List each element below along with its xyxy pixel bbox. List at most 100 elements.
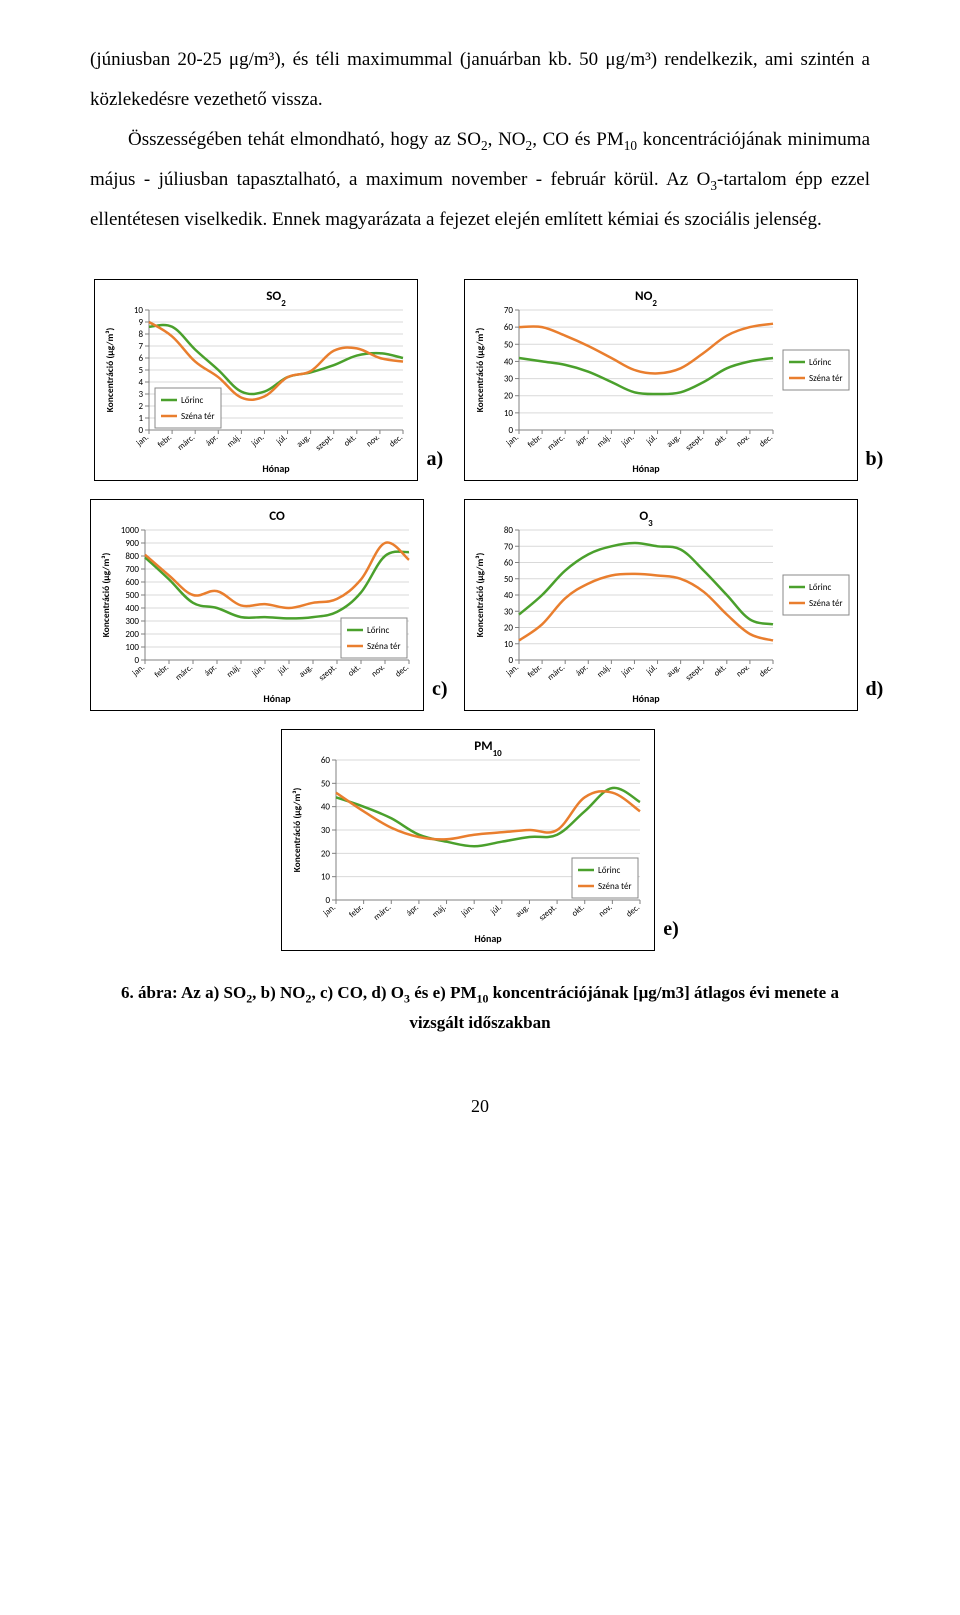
svg-text:40: 40 [503,590,513,601]
cap-c: , c) CO, d) O [311,983,404,1002]
pm-row: 0102030405060jan.febr.márc.ápr.máj.jún.j… [90,729,870,951]
svg-text:Hónap: Hónap [632,462,660,475]
chart-so2: 012345678910jan.febr.márc.ápr.máj.jún.jú… [101,286,411,476]
svg-text:1: 1 [139,413,144,424]
chart-box-so2: 012345678910jan.febr.márc.ápr.máj.jún.jú… [94,279,418,481]
svg-text:40: 40 [321,802,331,813]
svg-text:júl.: júl. [276,663,291,678]
svg-text:jan.: jan. [134,433,151,449]
svg-text:PM10: PM10 [475,739,503,759]
svg-text:okt.: okt. [343,433,360,449]
svg-text:Széna tér: Széna tér [367,641,401,652]
svg-text:jan.: jan. [504,663,521,679]
svg-text:700: 700 [125,564,139,575]
svg-text:okt.: okt. [346,663,363,679]
svg-text:febr.: febr. [156,433,174,451]
svg-text:80: 80 [503,525,513,536]
svg-text:okt.: okt. [712,433,729,449]
svg-text:20: 20 [321,849,331,860]
svg-text:50: 50 [503,340,513,351]
svg-text:50: 50 [503,574,513,585]
svg-text:aug.: aug. [514,903,532,920]
chart-o3: 01020304050607080jan.febr.márc.ápr.máj.j… [471,506,851,706]
cap-a: 6. ábra: Az a) SO [121,983,246,1002]
svg-text:20: 20 [503,391,513,402]
svg-text:nov.: nov. [734,433,751,450]
p2s1: 2 [481,138,488,153]
chart-box-o3: 01020304050607080jan.febr.márc.ápr.máj.j… [464,499,858,711]
chart-co: 01002003004005006007008009001000jan.febr… [97,506,417,706]
p2b: , NO [488,129,526,150]
svg-text:szept.: szept. [683,663,705,684]
svg-text:nov.: nov. [370,663,387,680]
svg-text:ápr.: ápr. [203,663,219,679]
paragraph-1: (júniusban 20-25 μg/m³), és téli maximum… [90,40,870,120]
panel-label-a: a) [426,448,443,481]
svg-text:júl.: júl. [644,663,659,678]
svg-text:okt.: okt. [570,903,587,919]
svg-text:jún.: jún. [619,663,636,680]
svg-text:Hónap: Hónap [263,692,291,705]
svg-text:Hónap: Hónap [263,462,291,475]
svg-text:6: 6 [139,353,144,364]
cap-e: koncentrációjának [μg/m3] átlagos évi me… [488,983,839,1002]
cap-b: , b) NO [252,983,305,1002]
svg-text:szept.: szept. [683,433,705,454]
svg-text:Széna tér: Széna tér [181,411,215,422]
chart-cell-pm10: 0102030405060jan.febr.márc.ápr.máj.jún.j… [281,729,679,951]
svg-text:7: 7 [139,341,144,352]
chart-cell-o3: 01020304050607080jan.febr.márc.ápr.máj.j… [464,499,884,711]
svg-text:10: 10 [503,408,513,419]
svg-text:Koncentráció (μg/m³): Koncentráció (μg/m³) [291,788,303,873]
chart-box-pm10: 0102030405060jan.febr.márc.ápr.máj.jún.j… [281,729,655,951]
svg-text:jún.: jún. [250,433,267,450]
svg-text:50: 50 [321,779,331,790]
chart-pm10: 0102030405060jan.febr.márc.ápr.máj.jún.j… [288,736,648,946]
svg-text:márc.: márc. [176,433,197,453]
svg-text:30: 30 [321,825,331,836]
svg-text:júl.: júl. [489,903,504,918]
svg-text:Széna tér: Széna tér [809,373,843,384]
svg-text:ápr.: ápr. [574,663,590,679]
svg-text:100: 100 [125,642,139,653]
svg-text:300: 300 [125,616,139,627]
svg-text:10: 10 [503,639,513,650]
svg-text:900: 900 [125,538,139,549]
svg-text:jún.: jún. [619,433,636,450]
svg-text:ápr.: ápr. [574,433,590,449]
svg-text:Lőrinc: Lőrinc [809,582,831,593]
svg-text:dec.: dec. [757,663,774,680]
svg-text:febr.: febr. [153,663,171,681]
para1-text: (júniusban 20-25 μg/m³), és téli maximum… [90,49,870,110]
svg-text:aug.: aug. [297,663,315,680]
svg-text:febr.: febr. [348,903,366,921]
svg-text:Hónap: Hónap [475,932,503,945]
svg-text:Lőrinc: Lőrinc [181,395,203,406]
svg-text:5: 5 [139,365,144,376]
svg-text:CO: CO [269,509,285,524]
panel-label-d: d) [866,678,884,711]
svg-text:dec.: dec. [393,663,410,680]
cap-s4: 10 [477,992,489,1006]
svg-text:nov.: nov. [734,663,751,680]
svg-text:500: 500 [125,590,139,601]
svg-text:Koncentráció (μg/m³): Koncentráció (μg/m³) [474,328,486,413]
svg-text:nov.: nov. [365,433,382,450]
svg-text:febr.: febr. [525,663,543,681]
svg-text:10: 10 [321,872,331,883]
svg-text:400: 400 [125,603,139,614]
svg-text:Széna tér: Széna tér [598,881,632,892]
svg-text:ápr.: ápr. [204,433,220,449]
page-number: 20 [90,1096,870,1117]
svg-text:jan.: jan. [504,433,521,449]
svg-text:Lőrinc: Lőrinc [598,865,620,876]
svg-text:jan.: jan. [130,663,147,679]
svg-text:nov.: nov. [597,903,614,920]
svg-text:dec.: dec. [625,903,642,920]
svg-text:30: 30 [503,374,513,385]
svg-text:60: 60 [503,558,513,569]
svg-text:200: 200 [125,629,139,640]
svg-text:10: 10 [134,305,144,316]
svg-text:aug.: aug. [664,433,682,450]
svg-text:70: 70 [503,542,513,553]
